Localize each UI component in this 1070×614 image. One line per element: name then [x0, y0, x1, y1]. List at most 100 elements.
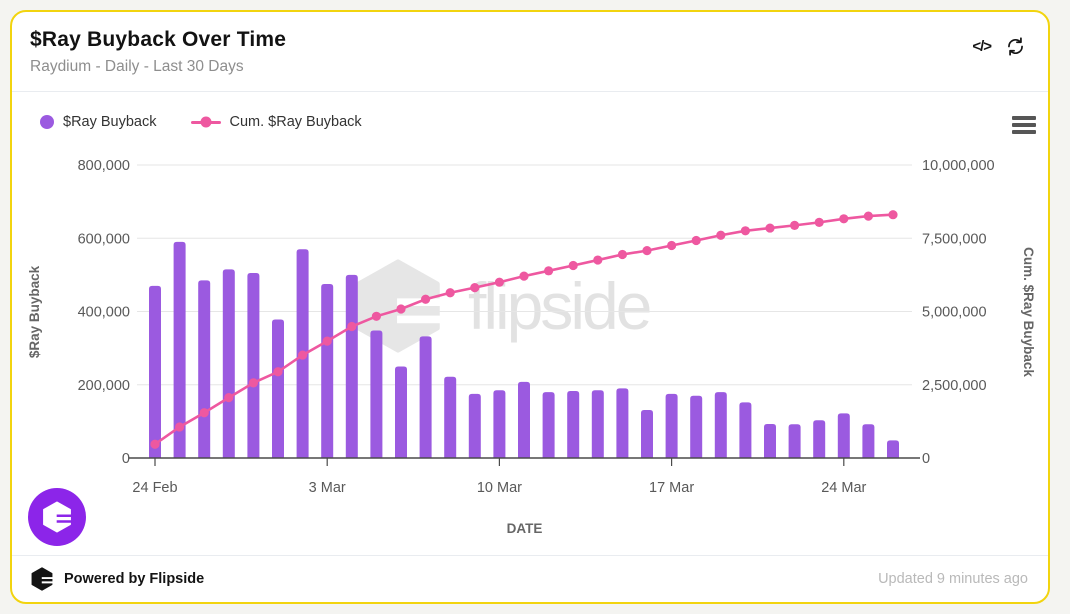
- page-subtitle: Raydium - Daily - Last 30 Days: [30, 58, 244, 75]
- bar: [173, 241, 186, 458]
- svg-text:10 Mar: 10 Mar: [477, 480, 522, 496]
- line-point: [691, 235, 701, 246]
- card-footer: Powered by Flipside Updated 9 minutes ag…: [12, 555, 1048, 602]
- header-titles: $Ray Buyback Over Time Raydium - Daily -…: [30, 28, 286, 76]
- bar: [690, 395, 703, 458]
- card-header: $Ray Buyback Over Time Raydium - Daily -…: [12, 12, 1048, 92]
- chart-card: $Ray Buyback Over Time Raydium - Daily -…: [10, 10, 1050, 604]
- chart-legend: $Ray Buyback Cum. $Ray Buyback: [40, 114, 362, 130]
- line-point: [642, 246, 652, 256]
- bar: [419, 336, 432, 458]
- line-point: [814, 217, 824, 227]
- gridlines: [137, 164, 912, 386]
- line-point: [150, 439, 160, 449]
- powered-by-label: Powered by Flipside: [64, 571, 205, 587]
- header-actions: </>: [972, 28, 1026, 58]
- x-axis-tick-labels: 24 Feb 3 Mar 10 Mar 17 Mar 24 Mar: [132, 458, 867, 496]
- bar: [641, 410, 653, 458]
- bar: [149, 285, 161, 458]
- bar: [518, 381, 530, 458]
- bar: [714, 392, 727, 458]
- embed-code-button[interactable]: </>: [972, 34, 992, 58]
- svg-text:600,000: 600,000: [78, 231, 130, 247]
- bar: [862, 424, 875, 458]
- line-point: [740, 226, 751, 236]
- line-point: [519, 271, 529, 281]
- svg-text:3 Mar: 3 Mar: [309, 480, 346, 496]
- buyback-chart-plot[interactable]: 0 0 200,000 2,500,000 400,000 5,000,000 600,00…: [12, 92, 1048, 555]
- bar: [788, 424, 801, 458]
- svg-text:17 Mar: 17 Mar: [649, 480, 694, 496]
- line-point: [544, 266, 554, 276]
- svg-text:400,000: 400,000: [78, 305, 130, 321]
- bar: [198, 280, 211, 458]
- legend-label: Cum. $Ray Buyback: [229, 114, 362, 130]
- bar: [665, 393, 678, 458]
- svg-text:24 Feb: 24 Feb: [132, 480, 177, 496]
- bar: [493, 390, 506, 458]
- legend-item-cum-ray-buyback[interactable]: Cum. $Ray Buyback: [190, 114, 362, 130]
- line-point: [716, 230, 726, 240]
- bar: [370, 330, 383, 458]
- flipside-fab-button[interactable]: [28, 488, 86, 546]
- svg-text:2,500,000: 2,500,000: [922, 378, 987, 394]
- bar: [247, 273, 260, 458]
- left-axis-title: $Ray Buyback: [27, 265, 42, 358]
- line-point: [470, 283, 480, 293]
- line-point: [790, 220, 800, 230]
- bar: [764, 423, 776, 458]
- refresh-button[interactable]: [1005, 34, 1026, 58]
- legend-line-marker-icon: [190, 116, 221, 128]
- svg-text:800,000: 800,000: [78, 158, 130, 174]
- svg-text:24 Mar: 24 Mar: [821, 480, 866, 496]
- svg-text:200,000: 200,000: [78, 378, 130, 394]
- bar: [591, 390, 604, 458]
- line-point: [863, 211, 874, 221]
- bar: [321, 284, 334, 458]
- refresh-icon: [1008, 36, 1023, 56]
- y-axis-tick-labels: 0 0 200,000 2,500,000 400,000 5,000,000 600,00…: [78, 158, 995, 467]
- line-point: [322, 336, 332, 346]
- line-point: [248, 378, 258, 388]
- line-point: [568, 260, 578, 271]
- footer-brand[interactable]: Powered by Flipside: [30, 566, 204, 592]
- chart-context-menu-button[interactable]: [1012, 116, 1036, 134]
- bar: [468, 393, 481, 458]
- x-axis-title: DATE: [507, 521, 543, 536]
- code-icon: </>: [972, 37, 992, 55]
- line-point: [396, 304, 406, 314]
- line-point: [494, 277, 504, 287]
- line-point: [765, 223, 775, 233]
- line-point: [667, 240, 677, 251]
- line-point: [298, 350, 308, 360]
- line-point: [273, 367, 283, 377]
- bar: [222, 269, 235, 458]
- bar: [567, 390, 580, 458]
- bar: [887, 440, 899, 458]
- bar: [444, 376, 457, 458]
- page-title: $Ray Buyback Over Time: [30, 28, 287, 51]
- chart-section: $Ray Buyback Cum. $Ray Buyback flipside …: [12, 92, 1048, 555]
- line-point: [445, 288, 455, 298]
- line-point: [593, 255, 603, 265]
- bar: [272, 319, 284, 458]
- bar: [739, 402, 752, 458]
- hamburger-icon: [1012, 116, 1036, 120]
- bar: [616, 388, 629, 458]
- legend-label: $Ray Buyback: [63, 114, 157, 130]
- svg-text:10,000,000: 10,000,000: [922, 158, 995, 174]
- bar: [813, 420, 826, 458]
- svg-text:0: 0: [122, 451, 130, 467]
- line-point: [888, 210, 898, 220]
- cumulative-line: [150, 210, 898, 449]
- bar: [395, 366, 407, 458]
- line-point: [839, 214, 849, 224]
- bar: [345, 274, 358, 458]
- updated-timestamp: Updated 9 minutes ago: [878, 571, 1028, 587]
- svg-text:5,000,000: 5,000,000: [922, 305, 987, 321]
- line-point: [199, 408, 209, 418]
- svg-text:0: 0: [922, 451, 930, 467]
- legend-item-ray-buyback[interactable]: $Ray Buyback: [40, 114, 157, 130]
- line-point: [224, 393, 234, 403]
- bar: [837, 413, 850, 458]
